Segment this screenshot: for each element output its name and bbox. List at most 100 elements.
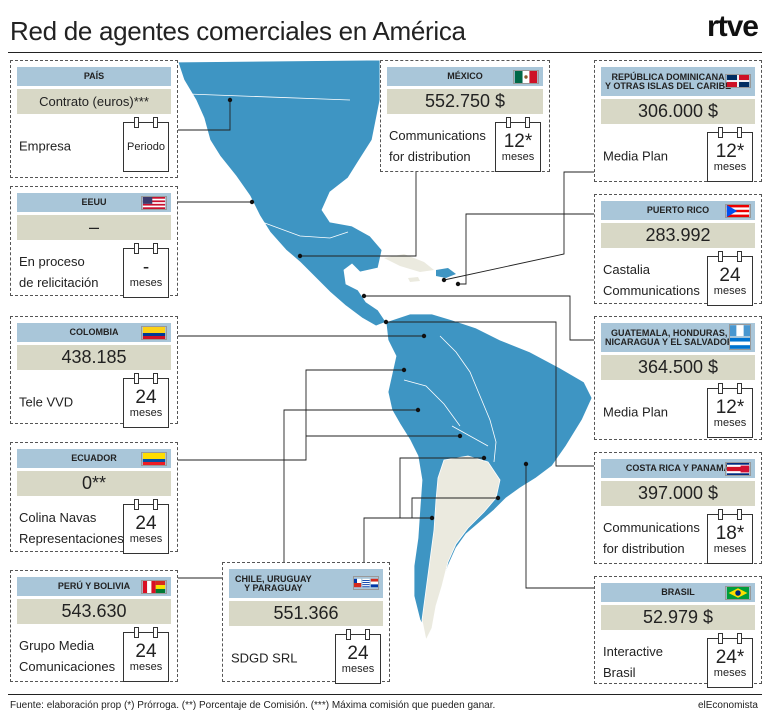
calendar-icon: 24 meses: [335, 629, 381, 684]
central-america-flag-icon: [729, 324, 751, 350]
contract-amount: 0**: [17, 471, 171, 496]
period-unit: meses: [713, 542, 747, 555]
period-unit: meses: [129, 532, 163, 545]
country-name: BRASIL: [661, 587, 695, 597]
contract-amount: 551.366: [229, 601, 383, 626]
puerto-rico-flag-icon: [725, 204, 751, 218]
page-title: Red de agentes comerciales en América: [10, 16, 466, 46]
company-name: En proceso de relicitación: [19, 254, 99, 290]
calendar-icon: 24 meses: [123, 499, 169, 554]
period-unit: meses: [713, 284, 747, 297]
card-costa-rica-panama: COSTA RICA Y PANAMÁ 397.000 $ Communicat…: [594, 452, 762, 564]
period-number: 24: [135, 640, 157, 662]
legend-period: Periodo: [127, 141, 165, 153]
legend-amount: Contrato (euros)***: [17, 89, 171, 114]
colombia-flag-icon: [141, 326, 167, 340]
footer-divider: [8, 694, 762, 695]
contract-amount: 283.992: [601, 223, 755, 248]
hispaniola-shape: [436, 268, 456, 278]
company-name: Communications for distribution: [389, 128, 486, 164]
cuba-shape: [384, 254, 434, 272]
period-unit: meses: [713, 160, 747, 173]
company-name: Grupo Media Comunicaciones: [19, 638, 116, 674]
country-name: ECUADOR: [71, 453, 117, 463]
period-number: 24: [135, 512, 157, 534]
border-brazil: [439, 335, 497, 463]
period-unit: meses: [341, 662, 375, 675]
ecuador-flag-icon: [141, 452, 167, 466]
contract-amount: 552.750 $: [387, 89, 543, 114]
calendar-icon: 24 meses: [707, 251, 753, 306]
company-name: Castalia Communications: [603, 262, 700, 298]
country-name: REPÚBLICA DOMINICANA Y OTRAS ISLAS DEL C…: [605, 71, 732, 91]
usa-flag-icon: [141, 196, 167, 210]
period-unit: meses: [129, 406, 163, 419]
border-canada-usa: [187, 93, 351, 101]
card-mexico: MÉXICO 552.750 $ Communications for dist…: [380, 60, 550, 172]
country-name: COLOMBIA: [69, 327, 119, 337]
contract-amount: –: [17, 215, 171, 240]
period-unit: meses: [501, 150, 535, 163]
period-number: 24: [347, 642, 369, 664]
card-peru-bolivia: PERÚ Y BOLIVIA 543.630 Grupo Media Comun…: [10, 570, 178, 682]
title-divider: [8, 52, 762, 53]
period-unit: meses: [713, 416, 747, 429]
company-name: Tele VVD: [19, 394, 74, 410]
mexico-flag-icon: [513, 70, 539, 84]
period-number: 12*: [715, 140, 745, 162]
calendar-icon: Periodo: [123, 117, 169, 172]
country-name: MÉXICO: [447, 71, 483, 81]
argentina-shape: [421, 455, 501, 642]
calendar-icon: - meses: [123, 243, 169, 298]
period-number: -: [142, 256, 150, 278]
country-name: PUERTO RICO: [646, 205, 710, 215]
connector-lines: [178, 100, 594, 589]
card-brasil: BRASIL 52.979 $ Interactive Brasil 24* m…: [594, 576, 762, 688]
period-unit: meses: [129, 276, 163, 289]
contract-amount: 438.185: [17, 345, 171, 370]
border-peru: [403, 379, 461, 427]
contract-amount: 52.979 $: [601, 605, 755, 630]
contract-amount: 397.000 $: [601, 481, 755, 506]
contract-amount: 306.000 $: [601, 99, 755, 124]
jamaica-shape: [408, 277, 420, 282]
card-puerto-rico: PUERTO RICO 283.992 Castalia Communicati…: [594, 194, 762, 306]
border-usa-mexico: [261, 221, 349, 239]
card-eeuu: EEUU – En proceso de relicitación - mese…: [10, 186, 178, 298]
calendar-icon: 12* meses: [707, 383, 753, 438]
period-number: 12*: [715, 396, 745, 418]
dominican-flag-icon: [725, 74, 751, 88]
company-name: SDGD SRL: [231, 650, 298, 666]
company-name: Colina Navas Representaciones: [19, 510, 124, 546]
publisher-brand: elEconomista: [697, 700, 758, 711]
country-name: EEUU: [81, 197, 107, 207]
calendar-icon: 18* meses: [707, 509, 753, 564]
card-colombia: COLOMBIA 438.185 Tele VVD 24 meses: [10, 316, 178, 428]
calendar-icon: 24* meses: [707, 633, 753, 688]
calendar-icon: 24 meses: [123, 627, 169, 682]
contract-amount: 364.500 $: [601, 355, 755, 380]
costa-rica-panama-flag-icon: [725, 462, 751, 476]
country-name: PERÚ Y BOLIVIA: [57, 581, 131, 591]
border-bolivia: [451, 425, 489, 447]
card-ecuador: ECUADOR 0** Colina Navas Representacione…: [10, 442, 178, 554]
card-guatemala-honduras-nicaragua-salvador: GUATEMALA, HONDURAS, NICARAGUA Y EL SALV…: [594, 316, 762, 440]
calendar-icon: 24 meses: [123, 373, 169, 428]
company-name: Communications for distribution: [603, 520, 700, 556]
period-unit: meses: [129, 660, 163, 673]
contract-amount: 543.630: [17, 599, 171, 624]
country-name: GUATEMALA, HONDURAS, NICARAGUA Y EL SALV…: [605, 327, 734, 347]
period-unit: meses: [713, 666, 747, 679]
legend-header: PAÍS: [17, 67, 171, 86]
period-number: 12*: [503, 130, 533, 152]
calendar-icon: 12* meses: [495, 117, 541, 172]
period-number: 24*: [715, 646, 745, 668]
period-number: 24: [135, 386, 157, 408]
peru-bolivia-flag-icon: [141, 580, 167, 594]
card-chile-uruguay-paraguay: CHILE, URUGUAY Y PARAGUAY 551.366 SDGD S…: [222, 562, 390, 684]
chile-uruguay-paraguay-flag-icon: [353, 576, 379, 590]
country-name: COSTA RICA Y PANAMÁ: [625, 463, 731, 473]
north-america-shape: [177, 59, 387, 327]
period-number: 18*: [715, 522, 745, 544]
period-number: 24: [719, 264, 741, 286]
